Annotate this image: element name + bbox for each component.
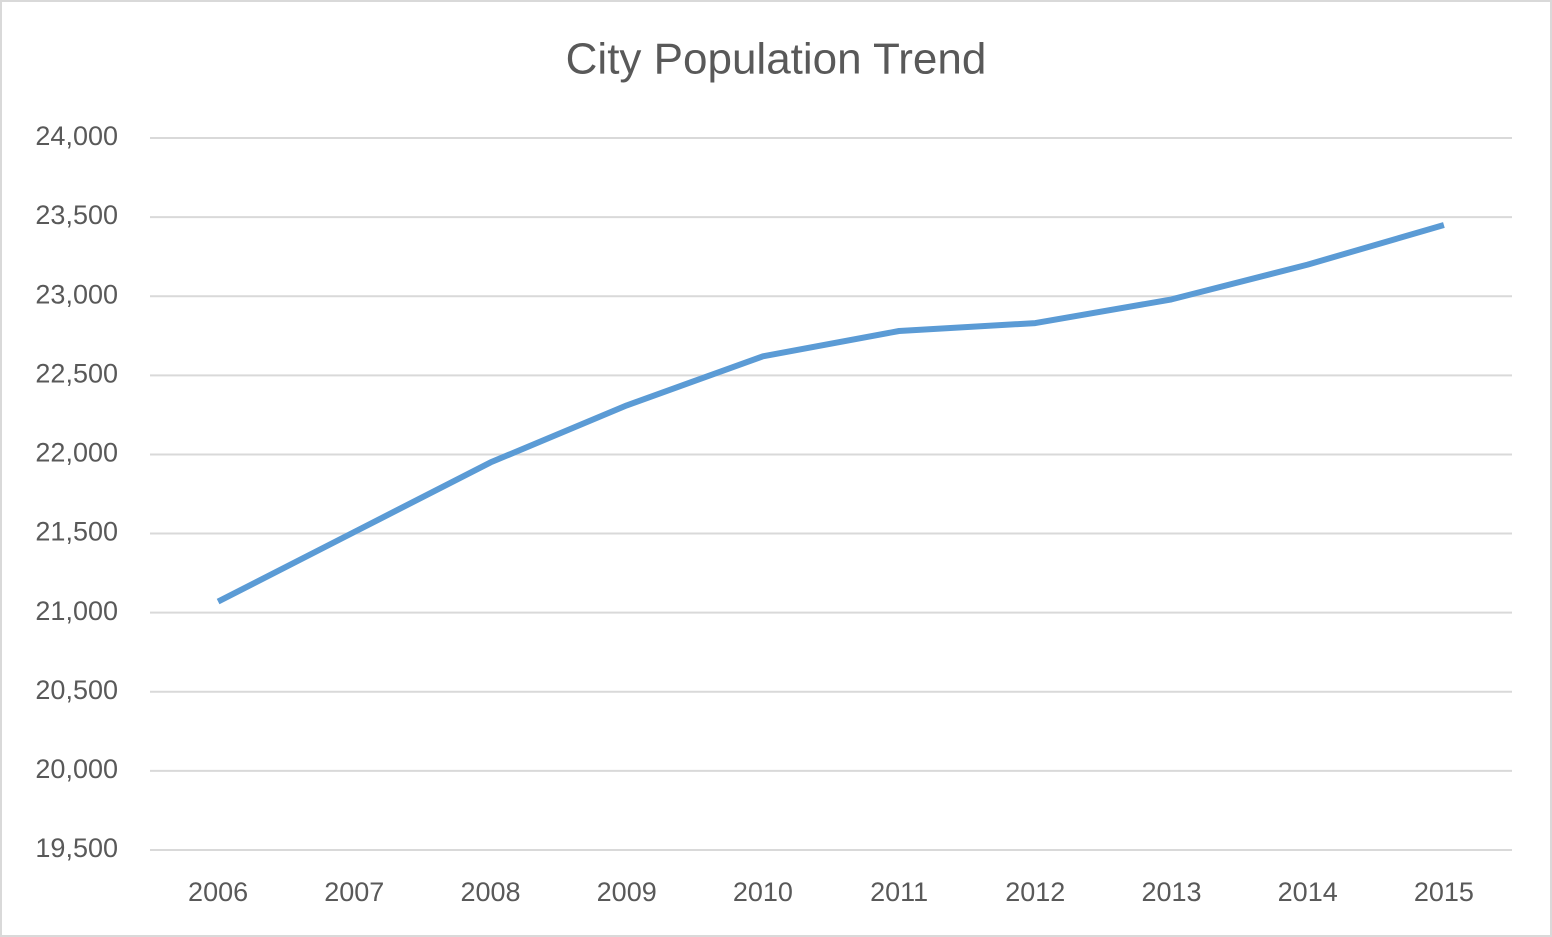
chart-title: City Population Trend	[566, 35, 987, 84]
y-tick-label: 22,000	[35, 438, 118, 468]
x-tick-label: 2009	[597, 877, 657, 907]
x-tick-label: 2007	[324, 877, 384, 907]
y-tick-label: 23,000	[35, 279, 118, 309]
x-tick-label: 2008	[460, 877, 520, 907]
y-tick-label: 21,000	[35, 596, 118, 626]
x-tick-label: 2015	[1414, 877, 1474, 907]
x-tick-label: 2014	[1278, 877, 1338, 907]
x-tick-label: 2006	[188, 877, 248, 907]
y-tick-label: 24,000	[35, 121, 118, 151]
y-tick-label: 23,500	[35, 200, 118, 230]
y-tick-label: 20,000	[35, 754, 118, 784]
x-tick-label: 2012	[1005, 877, 1065, 907]
x-tick-label: 2010	[733, 877, 793, 907]
y-tick-label: 20,500	[35, 675, 118, 705]
x-tick-label: 2011	[870, 877, 928, 907]
y-tick-label: 19,500	[35, 833, 118, 863]
x-tick-label: 2013	[1141, 877, 1201, 907]
y-tick-label: 22,500	[35, 358, 118, 388]
data-line	[216, 222, 1445, 605]
y-tick-label: 21,500	[35, 517, 118, 547]
